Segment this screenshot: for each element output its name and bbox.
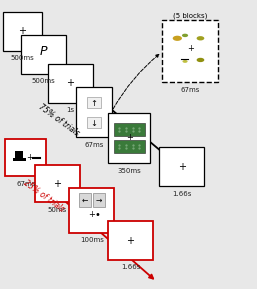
- Text: ↑: ↑: [90, 99, 97, 108]
- Bar: [114, 123, 144, 136]
- FancyBboxPatch shape: [3, 12, 42, 51]
- Text: +: +: [88, 210, 95, 219]
- Text: +: +: [126, 134, 133, 142]
- Text: 50ms: 50ms: [48, 207, 67, 213]
- Text: +: +: [187, 44, 194, 53]
- FancyBboxPatch shape: [87, 97, 101, 108]
- FancyBboxPatch shape: [108, 221, 153, 260]
- Text: 500ms: 500ms: [11, 55, 34, 61]
- Text: 67ms: 67ms: [180, 87, 200, 93]
- Text: +: +: [26, 153, 33, 162]
- Text: 67ms: 67ms: [16, 181, 35, 187]
- Text: P: P: [39, 45, 47, 58]
- FancyBboxPatch shape: [5, 139, 46, 176]
- Text: (5 blocks): (5 blocks): [173, 12, 207, 19]
- FancyBboxPatch shape: [35, 165, 80, 202]
- Text: 350ms: 350ms: [117, 168, 141, 174]
- FancyBboxPatch shape: [108, 113, 150, 163]
- Text: +: +: [178, 162, 186, 172]
- Text: 1s: 1s: [66, 107, 74, 113]
- Text: ↓: ↓: [90, 119, 97, 128]
- Text: 1.66s: 1.66s: [172, 191, 191, 197]
- Ellipse shape: [182, 60, 188, 63]
- FancyBboxPatch shape: [162, 20, 218, 82]
- Text: +: +: [53, 179, 61, 188]
- FancyBboxPatch shape: [76, 87, 112, 137]
- Text: 67ms: 67ms: [84, 142, 104, 148]
- Text: +: +: [66, 78, 74, 88]
- Bar: [114, 140, 144, 153]
- Text: 75% of trials: 75% of trials: [37, 102, 81, 138]
- FancyBboxPatch shape: [48, 64, 93, 103]
- Text: +: +: [19, 26, 26, 36]
- Text: 500ms: 500ms: [31, 78, 55, 84]
- Text: +: +: [126, 236, 134, 246]
- FancyBboxPatch shape: [159, 147, 204, 186]
- Text: 1.66s: 1.66s: [121, 264, 140, 271]
- FancyBboxPatch shape: [21, 35, 66, 74]
- Ellipse shape: [197, 58, 204, 62]
- Text: •: •: [94, 210, 100, 220]
- FancyBboxPatch shape: [87, 117, 101, 128]
- FancyBboxPatch shape: [93, 194, 105, 208]
- Bar: [15, 151, 23, 158]
- Ellipse shape: [197, 36, 204, 40]
- Bar: [13, 158, 26, 161]
- FancyBboxPatch shape: [79, 194, 91, 208]
- Text: 25% of trials: 25% of trials: [22, 179, 66, 214]
- Text: 100ms: 100ms: [80, 237, 104, 243]
- FancyBboxPatch shape: [69, 188, 114, 233]
- Ellipse shape: [173, 36, 182, 41]
- Ellipse shape: [182, 34, 188, 37]
- Text: →: →: [96, 196, 102, 205]
- Text: ←: ←: [81, 196, 88, 205]
